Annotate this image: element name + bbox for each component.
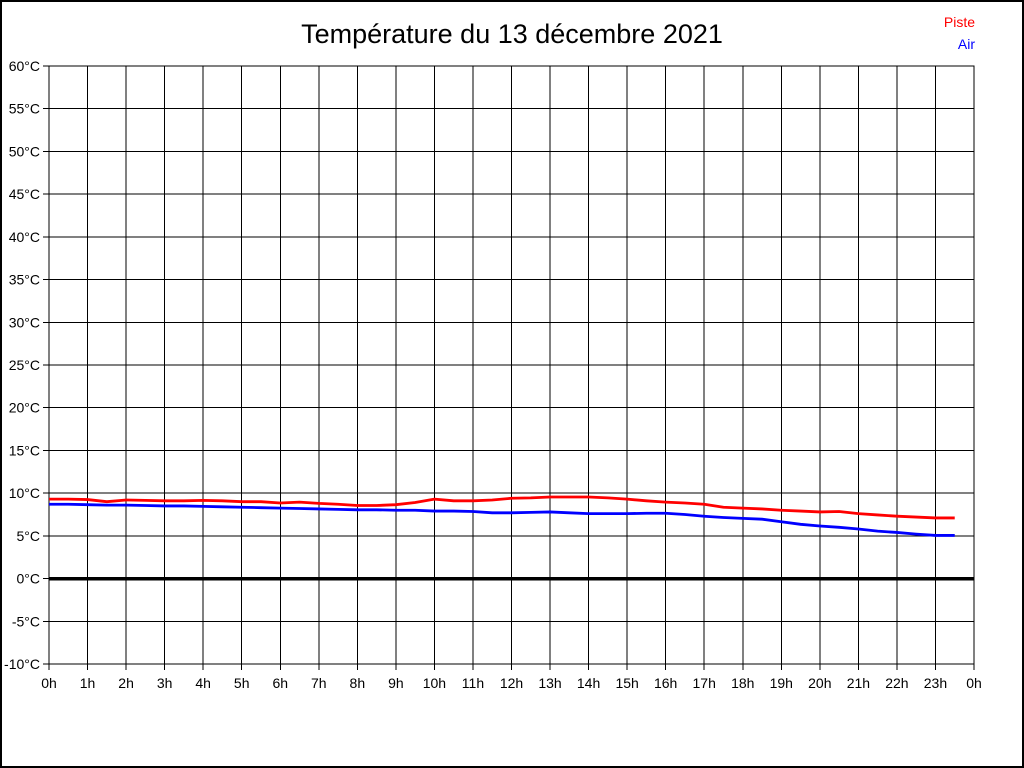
y-axis-label: 55°C (9, 101, 40, 117)
y-axis-label: 25°C (9, 357, 40, 373)
plot-border (48, 65, 975, 665)
y-axis-label: 10°C (9, 485, 40, 501)
x-axis-label: 17h (693, 675, 716, 691)
series-line-air (49, 502, 955, 537)
x-axis-label: 13h (538, 675, 561, 691)
x-axis-label: 23h (924, 675, 947, 691)
x-axis-label: 4h (195, 675, 211, 691)
x-axis-label: 20h (808, 675, 831, 691)
series-line-piste (49, 495, 955, 520)
y-axis-label: 60°C (9, 58, 40, 74)
legend-item-air: Air (957, 36, 975, 52)
y-axis-label: 40°C (9, 229, 40, 245)
x-axis-label: 0h (966, 675, 982, 691)
x-axis-label: 5h (234, 675, 250, 691)
x-axis-label: 10h (423, 675, 446, 691)
x-axis-label: 22h (885, 675, 908, 691)
y-axis-label: -10°C (4, 656, 40, 672)
chart-title: Température du 13 décembre 2021 (301, 19, 723, 49)
x-axis-label: 1h (80, 675, 96, 691)
y-axis-label: 20°C (9, 400, 40, 416)
y-axis-label: 45°C (9, 186, 40, 202)
y-axis-label: -5°C (12, 613, 40, 629)
y-axis-label: 5°C (17, 528, 41, 544)
legend-item-piste: Piste (943, 14, 975, 30)
y-axis-label: 35°C (9, 272, 40, 288)
x-axis-label: 11h (462, 675, 484, 691)
x-axis-label: 19h (770, 675, 793, 691)
x-axis-label: 0h (41, 675, 57, 691)
y-axis-label: 15°C (9, 442, 40, 458)
y-axis-label: 50°C (9, 143, 40, 159)
x-axis-label: 8h (350, 675, 366, 691)
x-axis-label: 18h (731, 675, 754, 691)
x-axis-label: 14h (577, 675, 600, 691)
x-axis-label: 15h (615, 675, 638, 691)
y-axis-label: 30°C (9, 314, 40, 330)
chart-legend: Piste Air (944, 11, 975, 55)
x-axis-label: 2h (118, 675, 134, 691)
x-axis-label: 6h (272, 675, 288, 691)
x-axis-label: 12h (500, 675, 523, 691)
y-axis-label: 0°C (17, 571, 41, 587)
x-axis-label: 9h (388, 675, 404, 691)
x-axis-label: 21h (847, 675, 870, 691)
x-axis-label: 16h (654, 675, 677, 691)
x-axis-label: 3h (157, 675, 173, 691)
x-axis-label: 7h (311, 675, 327, 691)
